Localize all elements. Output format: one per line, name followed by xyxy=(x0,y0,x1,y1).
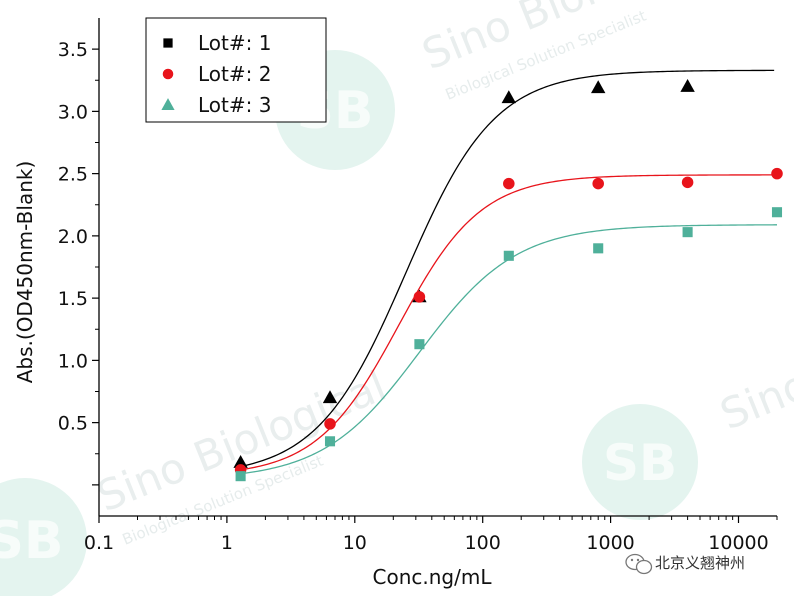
data-point xyxy=(501,90,517,104)
x-tick-label: 10000 xyxy=(708,532,768,554)
data-point xyxy=(413,291,426,303)
watermark-logo-circle xyxy=(582,404,698,520)
watermark-logo-circle xyxy=(0,478,87,596)
data-point xyxy=(680,79,695,92)
legend-marker xyxy=(163,38,173,48)
wechat-account-name: 北京义翘神州 xyxy=(655,554,745,572)
legend-marker xyxy=(161,98,175,110)
y-tick-label: 3.0 xyxy=(58,101,88,123)
y-tick-label: 0.5 xyxy=(58,413,88,435)
y-tick-label: 2.5 xyxy=(58,164,88,186)
data-point xyxy=(235,471,246,482)
wechat-attribution: 北京义翘神州 xyxy=(625,553,745,575)
data-point xyxy=(681,176,694,189)
wechat-icon xyxy=(625,553,653,575)
watermark-brand-text: Sino Biological xyxy=(713,279,794,439)
watermark-logo-text: SB xyxy=(0,511,64,571)
x-ticks: 0.1 1 10 100 1000 10000 xyxy=(84,516,778,554)
data-point xyxy=(233,455,248,468)
x-tick-label: 0.1 xyxy=(84,532,114,554)
data-point xyxy=(322,390,338,404)
legend-marker xyxy=(162,68,174,80)
data-point xyxy=(771,167,783,180)
data-point xyxy=(324,418,336,430)
legend-label: Lot#: 1 xyxy=(198,31,271,55)
legend-label: Lot#: 2 xyxy=(198,62,271,86)
y-tick-label: 2.0 xyxy=(58,226,88,248)
legend: Lot#: 1 Lot#: 2 Lot#: 3 xyxy=(145,17,327,123)
fit-curve xyxy=(240,69,775,468)
data-point xyxy=(503,177,515,190)
data-point xyxy=(682,227,693,238)
x-tick-label: 10 xyxy=(343,532,367,554)
data-point xyxy=(503,250,514,261)
y-tick-label: 3.5 xyxy=(58,39,88,61)
y-tick-label: 1.5 xyxy=(58,288,88,310)
data-point xyxy=(591,80,606,94)
data-point xyxy=(324,436,336,447)
legend-box xyxy=(145,17,327,123)
legend-label: Lot#: 3 xyxy=(198,93,271,117)
x-tick-label: 100 xyxy=(465,532,501,554)
data-point xyxy=(771,207,783,218)
y-axis-title: Abs.(OD450nm-Blank) xyxy=(13,161,37,384)
y-tick-label: 1.0 xyxy=(58,350,88,372)
x-axis-title: Conc.ng/mL xyxy=(373,565,493,589)
data-points xyxy=(233,79,783,482)
watermark-logo-text: SB xyxy=(603,434,677,492)
data-point xyxy=(592,177,604,190)
axes: 0.5 1.0 1.5 2.0 2.5 3.0 3.5 0.1 1 10 100 1000 10000… xyxy=(13,18,778,589)
x-tick-label: 1 xyxy=(221,532,233,554)
x-tick-label: 1000 xyxy=(586,532,634,554)
data-point xyxy=(593,243,604,254)
y-ticks: 0.5 1.0 1.5 2.0 2.5 3.0 3.5 xyxy=(58,39,99,486)
data-point xyxy=(414,339,425,350)
